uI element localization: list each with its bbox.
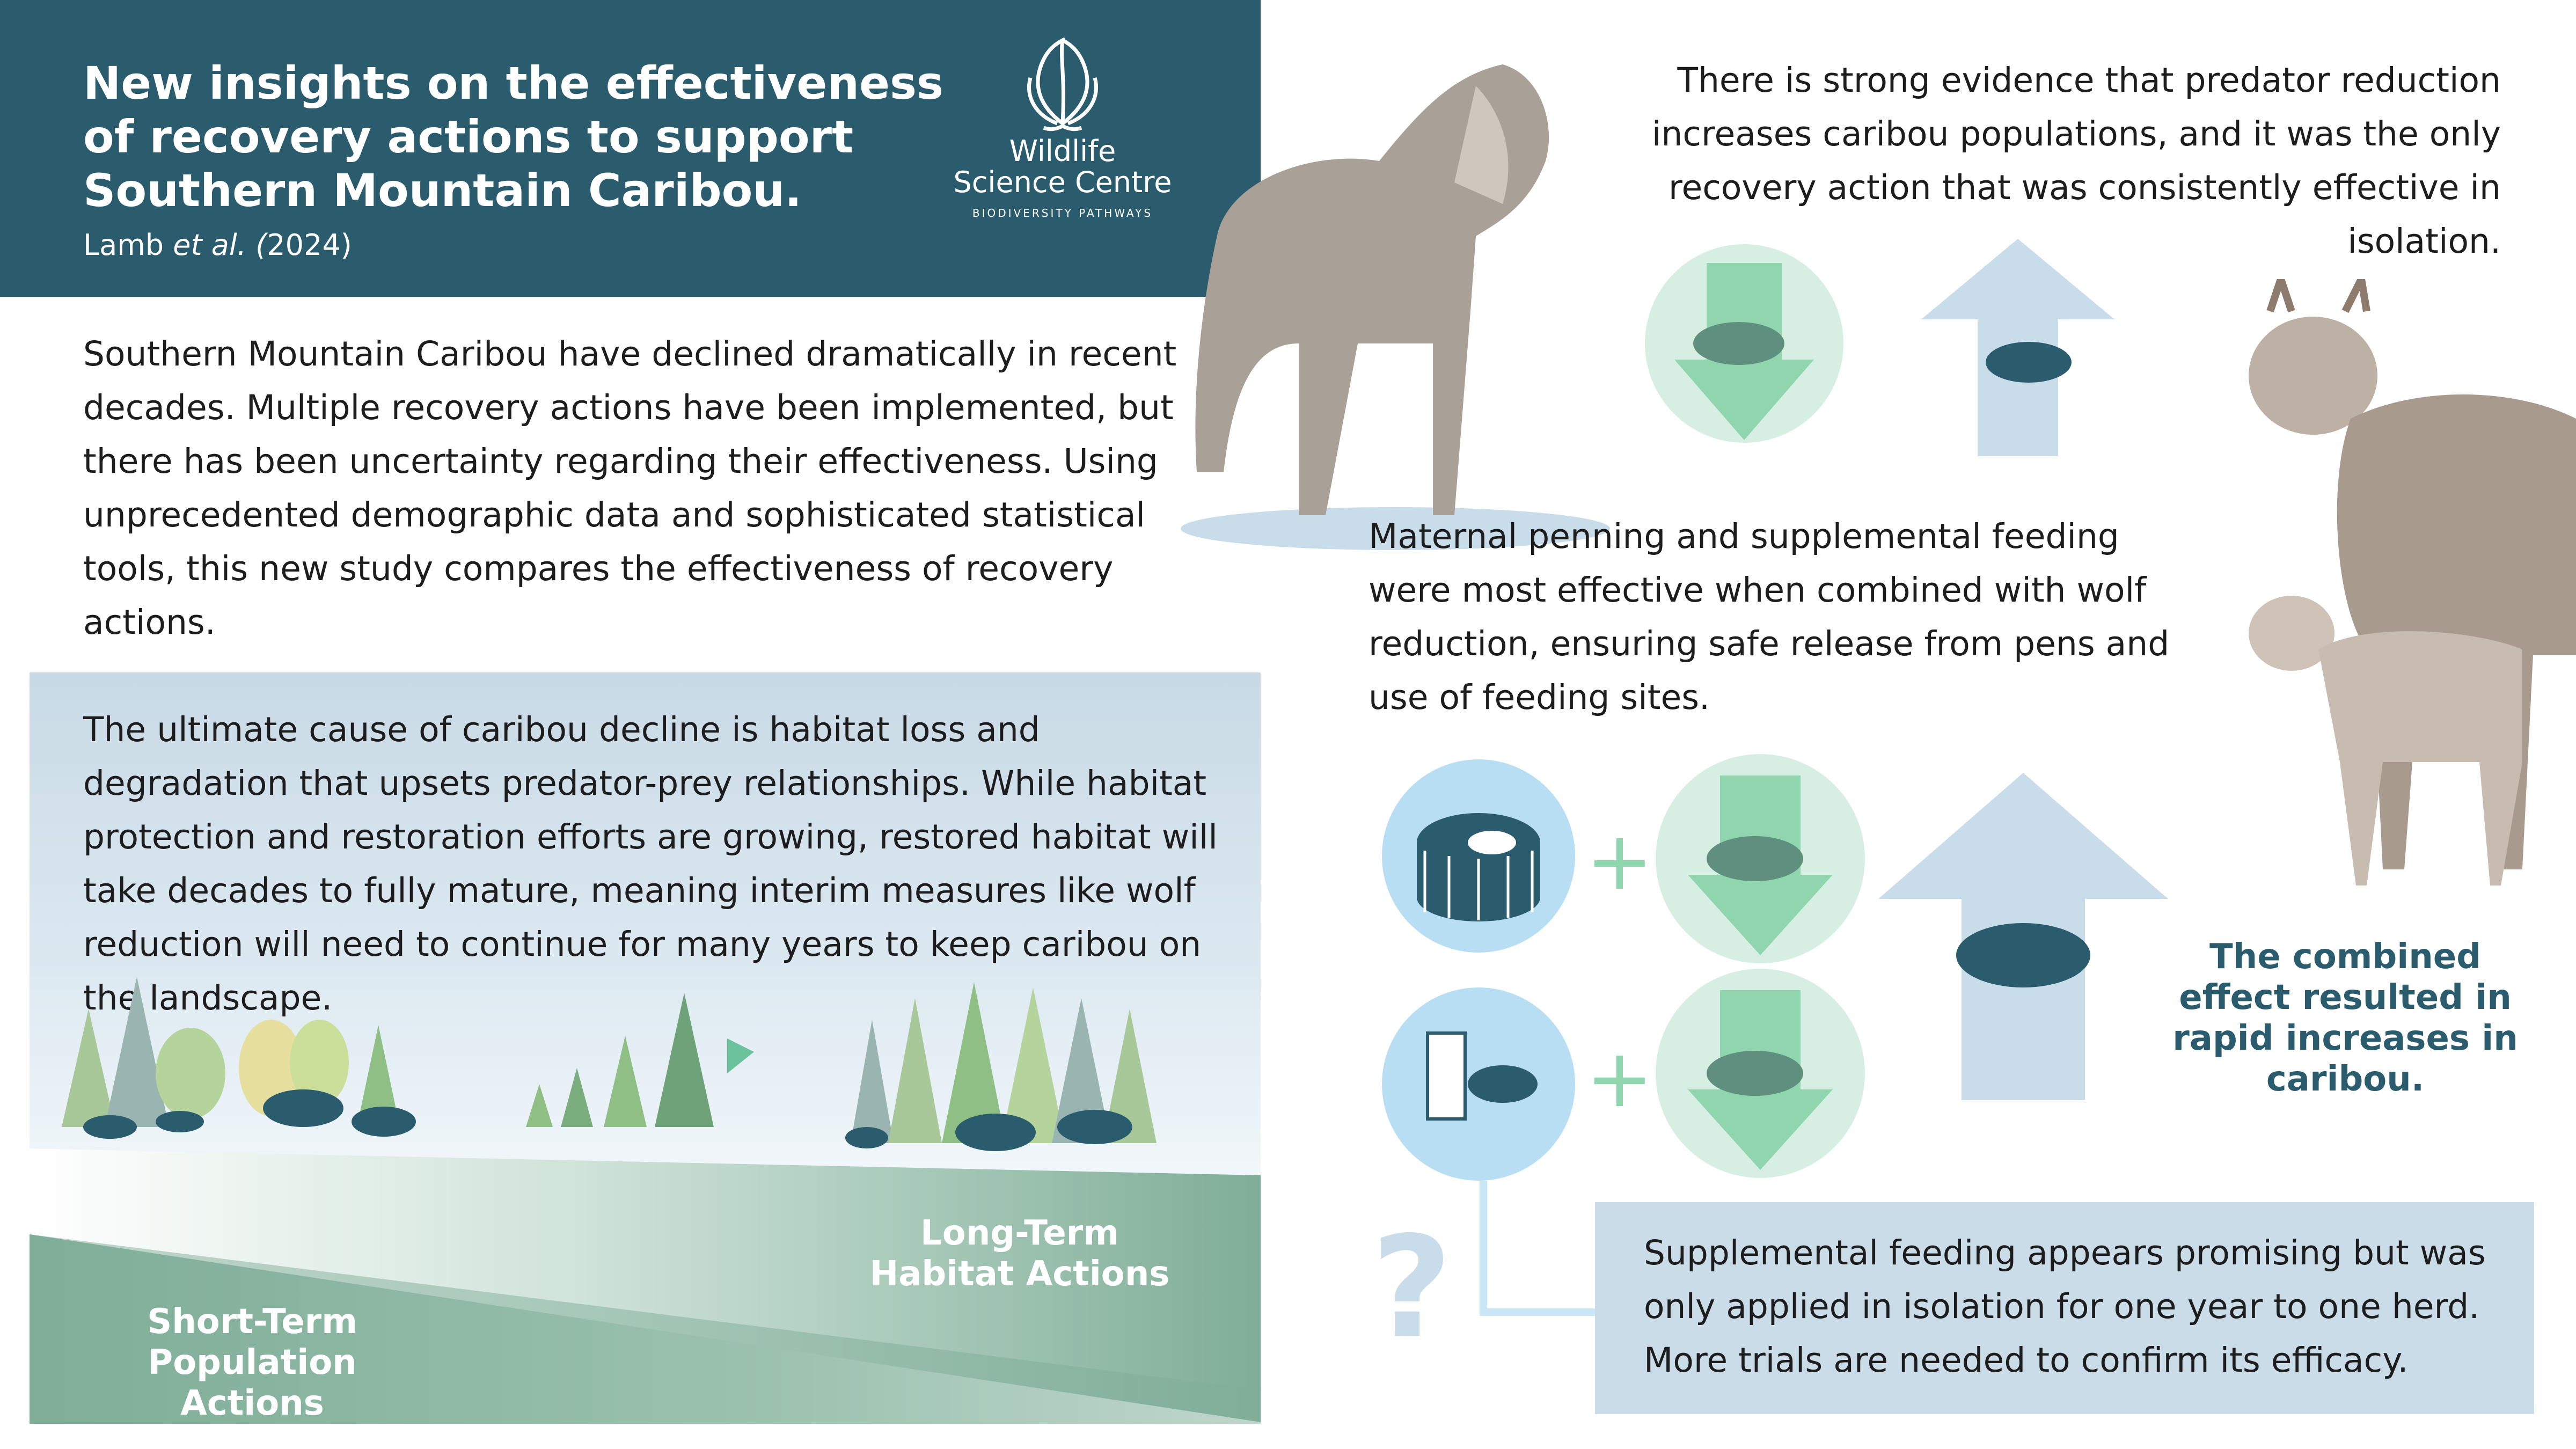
plus-symbol-2: +: [1586, 1032, 1653, 1125]
combined-increase-arrow: [1878, 773, 2168, 1100]
wolf-reduction-icon-3: [1656, 969, 1865, 1178]
wolf-icon: [1693, 322, 1784, 365]
connector-line: [1480, 1181, 1599, 1316]
landscape-illustration: [30, 977, 1261, 1424]
habitat-paragraph: The ultimate cause of caribou decline is…: [83, 710, 1218, 1018]
citation-etal: et al. (: [173, 228, 267, 262]
intro-paragraph: Southern Mountain Caribou have declined …: [83, 334, 1177, 642]
predator-reduction-text: There is strong evidence that predator r…: [1651, 61, 2501, 261]
maternal-pen-icon: [1382, 759, 1575, 953]
combined-effect-text: The combined effect resulted in rapid in…: [2172, 937, 2518, 1099]
tree-cluster-left: [62, 977, 400, 1127]
animal-silhouettes-right: [845, 1110, 1132, 1151]
page-title: New insights on the effectiveness of rec…: [83, 57, 943, 217]
citation-year: 2024): [267, 228, 352, 262]
wolf-icon: [1707, 1051, 1803, 1096]
wolf-reduction-icon: [1645, 244, 1843, 443]
tree-cluster-middle: [526, 993, 754, 1127]
animal-silhouettes-left: [83, 1089, 416, 1139]
penning-feeding-text: Maternal penning and supplemental feedin…: [1368, 517, 2170, 717]
wolf-icon: [1707, 836, 1803, 881]
caribou-icon: [1956, 923, 2090, 987]
logo-tagline: BIODIVERSITY PATHWAYS: [972, 207, 1153, 219]
citation-author: Lamb: [83, 228, 173, 262]
long-term-label: Long-Term Habitat Actions: [869, 1213, 1170, 1294]
short-term-label: Short-Term Population Actions: [147, 1302, 357, 1423]
tree-cluster-right: [851, 982, 1157, 1143]
logo-line2: Science Centre: [953, 165, 1172, 199]
logo-line1: Wildlife: [1009, 134, 1116, 168]
feeding-note-box: [1595, 1202, 2534, 1414]
citation: Lamb et al. (2024): [83, 228, 352, 262]
feeding-note-text: Supplemental feeding appears promising b…: [1644, 1233, 2486, 1380]
caribou-icon: [1986, 342, 2072, 383]
plus-symbol-1: +: [1586, 815, 1653, 908]
feeding-station-icon: [1382, 987, 1575, 1181]
caribou-increase-icon: [1921, 239, 2114, 456]
wolf-reduction-icon-2: [1656, 754, 1865, 963]
caribou-illustration: [2249, 279, 2576, 885]
wolf-illustration: [1181, 64, 1610, 550]
logo: Wildlife Science Centre BIODIVERSITY PAT…: [950, 36, 1175, 225]
question-mark: ?: [1371, 1207, 1452, 1369]
leaf-flame-icon: [1027, 36, 1099, 131]
